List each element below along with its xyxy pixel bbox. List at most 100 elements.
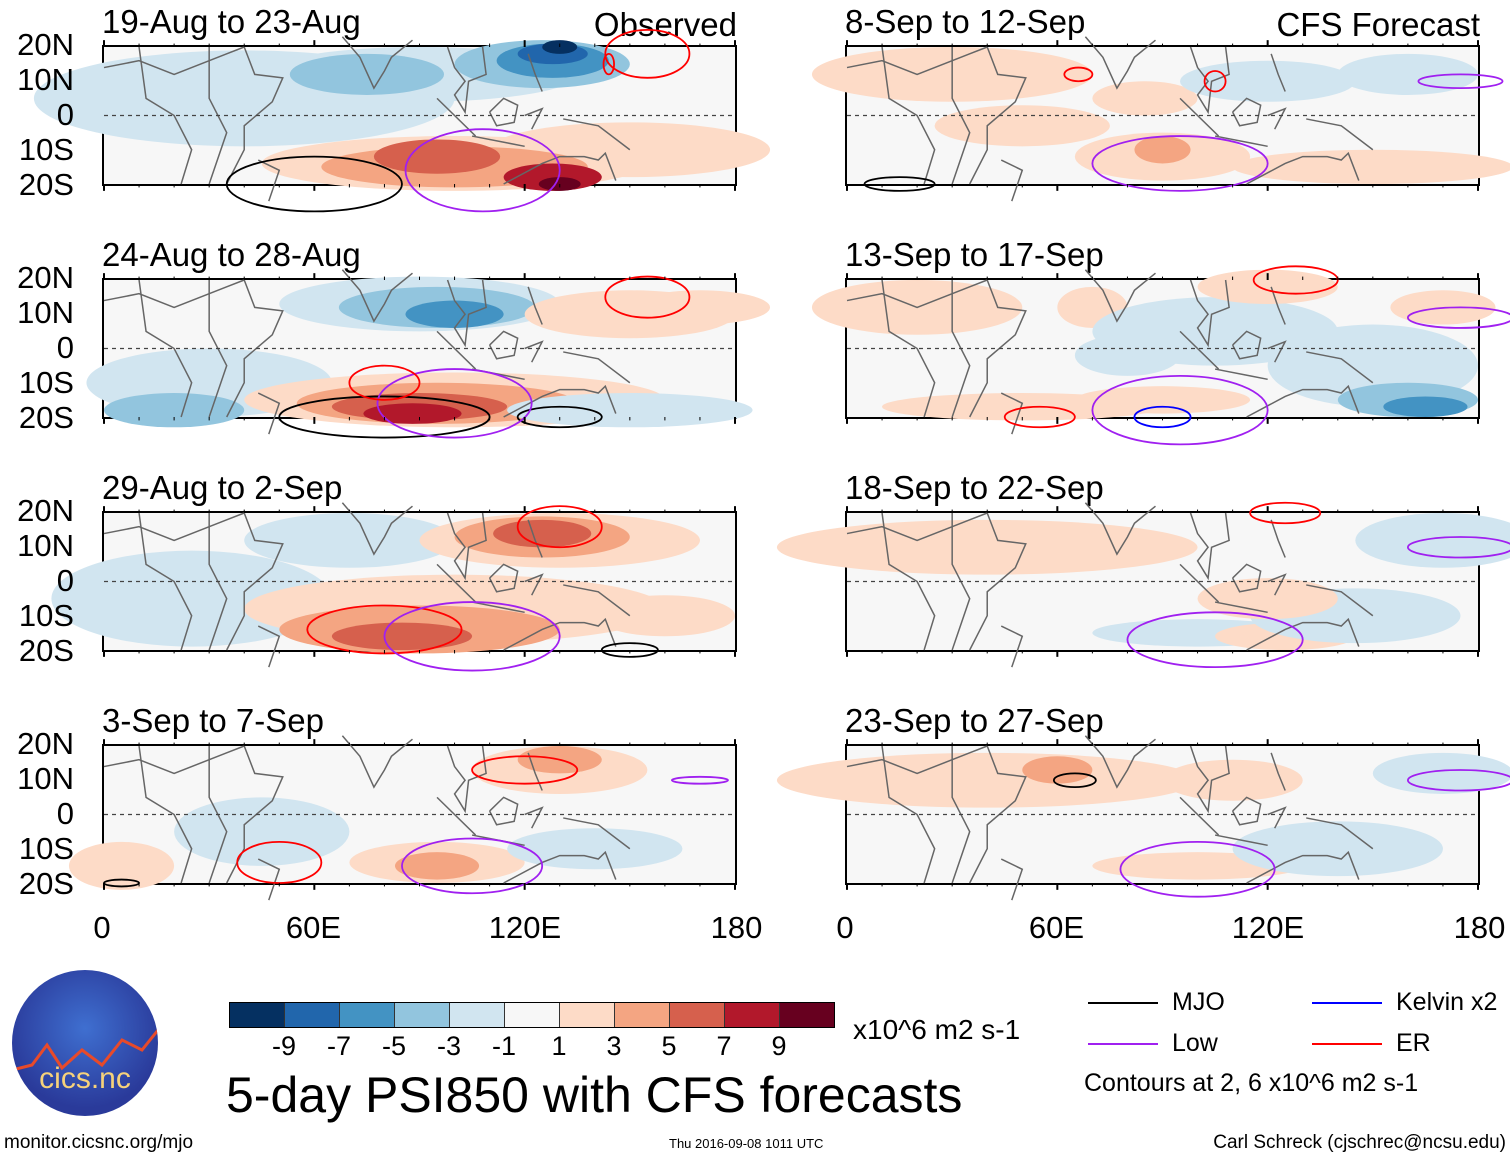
coastline — [1233, 98, 1261, 125]
colorbar-swatch — [450, 1003, 505, 1027]
coastline — [258, 859, 279, 900]
coastline — [1247, 852, 1359, 883]
coastline — [227, 280, 283, 417]
map-panel — [86, 277, 771, 419]
anomaly-region — [493, 519, 592, 548]
coastline — [528, 753, 542, 791]
coastline — [528, 54, 542, 92]
colorbar-swatch — [780, 1003, 834, 1027]
anomaly-region — [1232, 149, 1510, 184]
x-tick-label: 120E — [488, 910, 562, 945]
coastline — [490, 98, 518, 125]
coastline — [437, 564, 476, 602]
contour-low — [377, 369, 531, 438]
contour-er — [605, 277, 689, 318]
coastline — [1180, 98, 1219, 136]
coastline — [563, 585, 630, 616]
colorbar-tick-label: 5 — [661, 1031, 677, 1061]
anomaly-region — [1092, 81, 1198, 116]
coastline — [104, 47, 244, 74]
coastline — [1233, 564, 1261, 591]
anomaly-region — [1074, 386, 1251, 414]
anomaly-region — [776, 752, 1198, 808]
legend-line — [1312, 1043, 1382, 1045]
map-panel — [33, 45, 771, 186]
coastline — [1233, 331, 1261, 358]
forecast-label: CFS Forecast — [1276, 6, 1480, 43]
contour-low — [1408, 770, 1510, 791]
colorbar-swatch — [560, 1003, 615, 1027]
coastline — [528, 520, 542, 558]
anomaly-region — [405, 300, 504, 328]
anomaly-region — [1355, 513, 1510, 568]
coastline — [1271, 520, 1285, 558]
contour-low — [405, 129, 559, 211]
anomaly-region — [507, 828, 683, 870]
coastline — [847, 513, 987, 540]
y-tick-label: 0 — [56, 796, 74, 831]
colorbar-swatch — [395, 1003, 450, 1027]
coastline — [1215, 369, 1268, 379]
anomaly-region — [1134, 136, 1191, 164]
anomaly-region — [1232, 821, 1443, 877]
coastline — [1085, 503, 1155, 554]
coastline — [1180, 564, 1219, 602]
coastline — [1247, 386, 1359, 417]
coastline — [525, 342, 543, 363]
coastline — [1180, 797, 1219, 835]
colorbar-tick-label: -9 — [271, 1031, 297, 1061]
y-tick-label: 0 — [56, 563, 74, 598]
coastline — [1268, 109, 1286, 130]
coastline — [970, 746, 1026, 883]
y-tick-label: 10N — [17, 528, 74, 563]
contour-low — [1408, 307, 1510, 328]
colorbar-swatch — [725, 1003, 780, 1027]
coastline — [437, 797, 476, 835]
legend-line — [1312, 1002, 1382, 1004]
coastline — [139, 280, 192, 417]
coastline — [882, 47, 935, 184]
coastline — [847, 746, 987, 773]
map-panel — [776, 511, 1510, 652]
coastline — [970, 513, 1026, 650]
contour-low — [672, 777, 728, 784]
colorbar-tick-label: -7 — [326, 1031, 352, 1061]
colorbar-swatch — [670, 1003, 725, 1027]
y-tick-label: 0 — [56, 330, 74, 365]
anomaly-region — [331, 622, 473, 650]
contour-low — [1120, 842, 1274, 897]
y-tick-label: 20S — [18, 866, 74, 901]
contour-note: Contours at 2, 6 x10^6 m2 s-1 — [1084, 1069, 1419, 1097]
coastline — [342, 503, 412, 554]
contour-mjo — [518, 407, 602, 428]
contour-mjo — [227, 157, 402, 212]
coastline — [139, 47, 192, 184]
x-tick-label: 60E — [285, 910, 342, 945]
y-tick-label: 20S — [18, 633, 74, 668]
colorbar-tick-label: -5 — [381, 1031, 407, 1061]
contour-low — [1092, 136, 1267, 191]
map-panel — [776, 744, 1510, 885]
anomaly-region — [363, 403, 462, 424]
figure-title: 5-day PSI850 with CFS forecasts — [226, 1067, 963, 1123]
legend-label: Low — [1172, 1029, 1218, 1057]
coastline — [970, 280, 1026, 417]
colorbar-tick-label: -3 — [436, 1031, 462, 1061]
anomaly-region — [1197, 578, 1338, 620]
colorbar — [229, 1002, 835, 1028]
y-tick-label: 10S — [18, 831, 74, 866]
x-tick-label: 180 — [1453, 910, 1506, 945]
legend-label: MJO — [1172, 988, 1225, 1016]
y-tick-label: 10N — [17, 761, 74, 796]
coastline — [472, 136, 525, 146]
coastline — [227, 47, 283, 184]
legend-label: ER — [1396, 1029, 1431, 1057]
coastline — [258, 626, 279, 667]
x-tick-label: 0 — [836, 910, 854, 945]
coastline — [1215, 602, 1268, 612]
anomaly-region — [68, 841, 175, 890]
anomaly-region — [776, 519, 1198, 575]
colorbar-swatch — [505, 1003, 560, 1027]
contour-er — [349, 366, 419, 400]
coastline — [258, 160, 279, 201]
